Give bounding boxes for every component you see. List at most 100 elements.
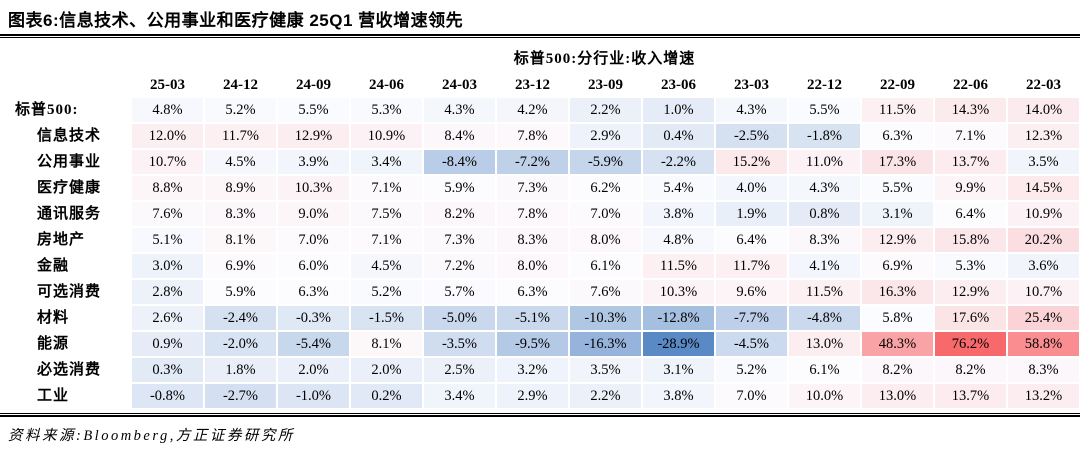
table-cell: 5.7% — [424, 280, 495, 304]
table-cell: 5.3% — [351, 98, 422, 122]
table-cell: 6.2% — [570, 176, 641, 200]
table-cell: 7.5% — [351, 202, 422, 226]
source-note: 资料来源:Bloomberg,方正证券研究所 — [8, 428, 295, 444]
table-cell: -3.5% — [424, 332, 495, 356]
table-cell: 3.5% — [570, 358, 641, 382]
table-cell: 11.7% — [716, 254, 787, 278]
table-cell: 8.3% — [205, 202, 276, 226]
table-cell: 8.0% — [570, 228, 641, 252]
table-cell: 8.3% — [789, 228, 860, 252]
table-cell: 6.3% — [278, 280, 349, 304]
table-cell: 9.0% — [278, 202, 349, 226]
table-cell: 4.8% — [643, 228, 714, 252]
table-cell: 6.4% — [716, 228, 787, 252]
table-cell: 8.2% — [862, 358, 933, 382]
table-cell: 0.2% — [351, 384, 422, 408]
table-cell: 12.0% — [132, 124, 203, 148]
table-cell: 12.3% — [1008, 124, 1079, 148]
table-cell: 13.7% — [935, 150, 1006, 174]
table-cell: 10.3% — [643, 280, 714, 304]
table-cell: 5.8% — [862, 306, 933, 330]
table-cell: 3.4% — [351, 150, 422, 174]
table-cell: 3.5% — [1008, 150, 1079, 174]
table-cell: 8.2% — [935, 358, 1006, 382]
table-cell: 2.2% — [570, 384, 641, 408]
table-cell: 14.3% — [935, 98, 1006, 122]
table-cell: 8.1% — [351, 332, 422, 356]
table-cell: 4.1% — [789, 254, 860, 278]
column-header: 23-03 — [734, 77, 769, 93]
table-cell: 5.9% — [424, 176, 495, 200]
table-cell: 4.8% — [132, 98, 203, 122]
table-cell: -4.5% — [716, 332, 787, 356]
table-cell: -5.9% — [570, 150, 641, 174]
figure-title: 图表6:信息技术、公用事业和医疗健康 25Q1 营收增速领先 — [8, 11, 464, 30]
table-cell: 7.2% — [424, 254, 495, 278]
table-cell: 1.8% — [205, 358, 276, 382]
table-cell: -7.7% — [716, 306, 787, 330]
row-label: 金融 — [1, 254, 130, 278]
table-cell: 11.0% — [789, 150, 860, 174]
table-cell: 10.9% — [1008, 202, 1079, 226]
row-label: 房地产 — [1, 228, 130, 252]
table-cell: 6.3% — [497, 280, 568, 304]
table-cell: -28.9% — [643, 332, 714, 356]
heatmap-grid: 25-03 24-12 24-09 24-06 24-03 23-12 23-09 23-06… — [0, 74, 1080, 408]
table-cell: 8.9% — [205, 176, 276, 200]
table-cell: 11.5% — [643, 254, 714, 278]
column-header: 23-09 — [588, 77, 623, 93]
table-cell: 4.5% — [351, 254, 422, 278]
table-cell: 5.4% — [643, 176, 714, 200]
table-cell: 2.2% — [570, 98, 641, 122]
column-header: 22-12 — [807, 77, 842, 93]
column-header: 24-09 — [296, 77, 331, 93]
table-cell: 2.8% — [132, 280, 203, 304]
table-cell: 4.2% — [497, 98, 568, 122]
table-cell: 10.3% — [278, 176, 349, 200]
table-cell: 4.3% — [789, 176, 860, 200]
table-cell: 7.0% — [570, 202, 641, 226]
table-cell: 0.9% — [132, 332, 203, 356]
column-header: 22-09 — [880, 77, 915, 93]
table-cell: 3.9% — [278, 150, 349, 174]
bottom-divider — [0, 413, 1080, 417]
table-cell: 5.9% — [205, 280, 276, 304]
table-cell: 17.3% — [862, 150, 933, 174]
table-cell: 2.9% — [570, 124, 641, 148]
row-label: 标普500: — [1, 98, 130, 122]
table-cell: 13.2% — [1008, 384, 1079, 408]
row-label: 能源 — [1, 332, 130, 356]
table-cell: -2.4% — [205, 306, 276, 330]
table-cell: 4.0% — [716, 176, 787, 200]
table-cell: 25.4% — [1008, 306, 1079, 330]
table-cell: 8.0% — [497, 254, 568, 278]
table-cell: 2.0% — [278, 358, 349, 382]
table-cell: 15.8% — [935, 228, 1006, 252]
row-label: 工业 — [1, 384, 130, 408]
table-cell: 6.9% — [205, 254, 276, 278]
table-cell: 8.3% — [497, 228, 568, 252]
column-header: 22-03 — [1026, 77, 1061, 93]
table-cell: 4.3% — [424, 98, 495, 122]
table-cell: 3.8% — [643, 202, 714, 226]
table-cell: 7.0% — [278, 228, 349, 252]
column-header: 24-06 — [369, 77, 404, 93]
table-cell: 10.0% — [789, 384, 860, 408]
table-cell: 2.5% — [424, 358, 495, 382]
table-cell: -5.1% — [497, 306, 568, 330]
table-cell: 58.8% — [1008, 332, 1079, 356]
table-cell: -0.3% — [278, 306, 349, 330]
table-cell: -7.2% — [497, 150, 568, 174]
table-cell: 5.2% — [351, 280, 422, 304]
table-cell: 7.6% — [132, 202, 203, 226]
row-label: 信息技术 — [1, 124, 130, 148]
table-cell: 14.5% — [1008, 176, 1079, 200]
table-cell: 2.9% — [497, 384, 568, 408]
table-cell: 4.3% — [716, 98, 787, 122]
row-label: 材料 — [1, 306, 130, 330]
table-cell: 7.8% — [497, 124, 568, 148]
table-cell: -5.4% — [278, 332, 349, 356]
column-header: 24-12 — [223, 77, 258, 93]
table-cell: 5.5% — [862, 176, 933, 200]
